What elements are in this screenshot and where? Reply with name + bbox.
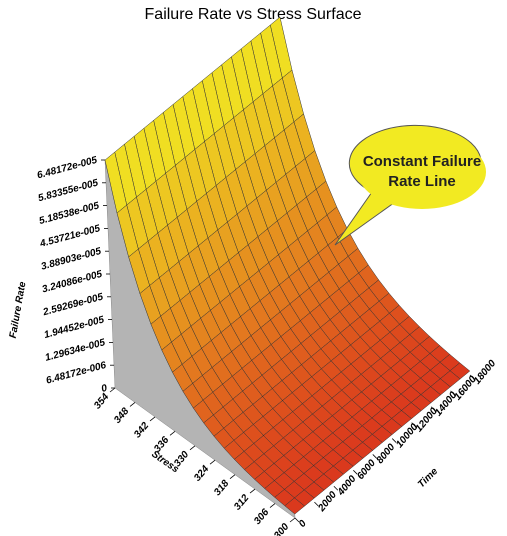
z-tick-label: 6.48172e-006: [45, 360, 108, 387]
z-tick-label: 0: [100, 383, 109, 395]
x-tick-label: 0: [297, 518, 309, 530]
y-tick: [249, 488, 256, 494]
x-tick: [391, 438, 397, 443]
x-tick: [372, 454, 378, 459]
y-tick: [289, 517, 296, 523]
x-tick-label: 18000: [472, 358, 499, 387]
y-tick-label: 354: [92, 391, 111, 411]
z-tick-label: 3.24086e-005: [41, 269, 104, 296]
y-tick: [229, 474, 236, 479]
z-tick-label: 3.88903e-005: [40, 246, 103, 273]
surface-cell: [284, 497, 305, 515]
callout-body: [358, 135, 486, 209]
annotation: Rate Line: [388, 173, 456, 190]
y-tick: [189, 445, 196, 451]
y-axis-label: Stress: [149, 449, 181, 476]
z-tick-label: 5.83355e-005: [37, 178, 100, 205]
y-tick: [209, 459, 216, 465]
z-tick-label: 5.18538e-005: [38, 200, 101, 227]
z-tick-label: 2.59269e-005: [41, 292, 105, 319]
x-tick: [430, 406, 436, 412]
x-tick: [314, 501, 319, 507]
z-tick-label: 6.48172e-005: [36, 155, 99, 182]
z-axis-label: Failure Rate: [8, 280, 29, 339]
y-tick: [269, 503, 276, 508]
x-tick: [353, 470, 358, 475]
z-tick-label: 1.94452e-005: [43, 314, 106, 341]
y-tick-label: 318: [212, 478, 231, 498]
z-tick-label: 4.53721e-005: [38, 223, 102, 250]
y-tick: [129, 402, 136, 407]
x-tick: [469, 374, 475, 380]
y-tick-label: 300: [272, 521, 291, 536]
y-tick: [109, 387, 116, 393]
x-tick: [294, 517, 300, 523]
chart-title: Failure Rate vs Stress Surface: [145, 6, 362, 23]
y-tick-label: 324: [192, 463, 211, 483]
x-tick: [333, 485, 339, 491]
y-tick-label: 348: [112, 406, 131, 426]
x-tick: [411, 422, 416, 427]
y-tick: [149, 416, 156, 422]
y-tick: [169, 431, 176, 436]
x-axis-label: Time: [416, 466, 440, 490]
annotation: Constant Failure: [363, 153, 481, 170]
x-tick: [450, 390, 455, 396]
y-tick-label: 312: [232, 492, 251, 512]
y-tick-label: 342: [132, 420, 151, 440]
y-tick-label: 306: [252, 507, 271, 527]
z-tick-label: 1.29634e-005: [44, 337, 107, 364]
